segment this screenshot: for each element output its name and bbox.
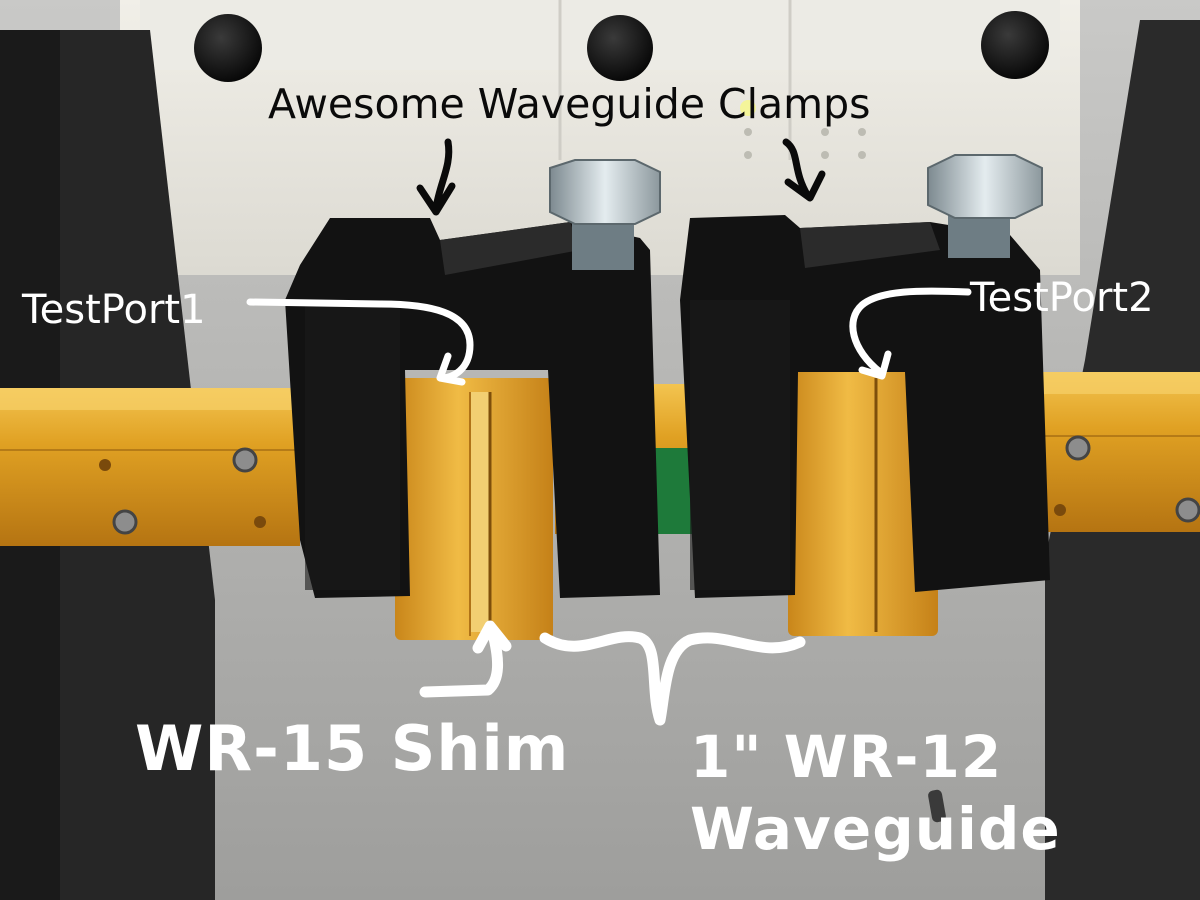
knob	[194, 14, 262, 82]
screw	[232, 447, 258, 473]
screw	[1175, 497, 1200, 523]
test-port-1-label: TestPort1	[22, 287, 206, 333]
knob	[587, 15, 653, 81]
screw	[1065, 435, 1091, 461]
black-arrow-right	[782, 138, 826, 202]
white-brace-waveguide	[539, 631, 806, 726]
white-arrow-shim	[419, 620, 512, 698]
waveguide-label-line1: 1" WR-12	[690, 723, 1003, 791]
bolt	[572, 222, 634, 270]
white-arrow-port2	[849, 287, 972, 380]
right-flange	[788, 372, 938, 636]
shim-label: WR-15 Shim	[135, 712, 570, 785]
wr15-shim	[470, 392, 490, 632]
bolt-head	[549, 159, 661, 225]
waveguide-label-line2: Waveguide	[690, 795, 1061, 863]
bolt-head	[927, 154, 1043, 219]
knob	[981, 11, 1049, 79]
test-port-2-label: TestPort2	[970, 275, 1154, 321]
white-arrow-port1	[246, 298, 474, 386]
black-arrow-left	[416, 138, 456, 216]
title-annotation: Awesome Waveguide Clamps	[268, 80, 871, 128]
screw	[112, 509, 138, 535]
